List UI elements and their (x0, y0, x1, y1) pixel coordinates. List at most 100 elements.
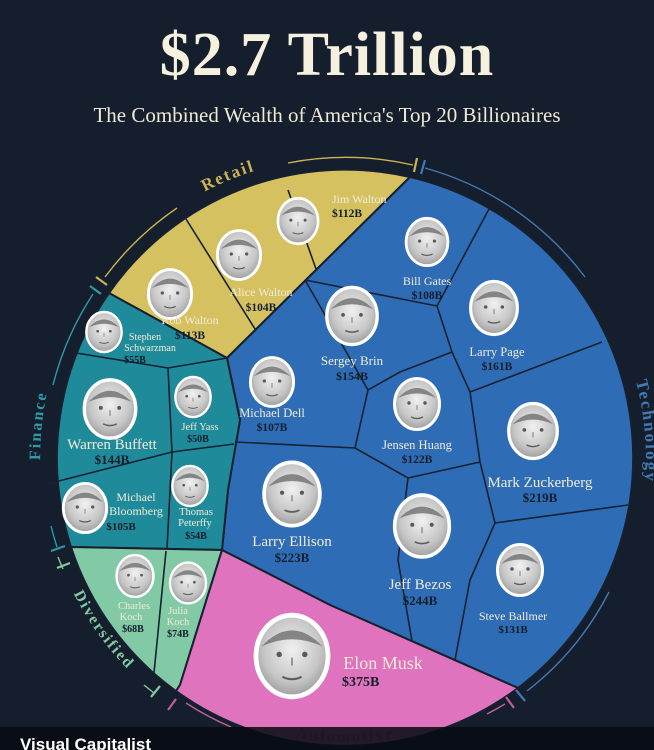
person-name: Koch (167, 617, 190, 628)
person-name: Peterffy (178, 518, 212, 529)
sector-label-technology: Technology (632, 377, 654, 483)
person-name: Koch (120, 612, 143, 623)
portrait-musk-icon (256, 615, 328, 697)
people-layer: Elon Musk $375B Jeff Bezos$244B Larry Ellis… (61, 192, 593, 697)
automotive-arc-tick (167, 696, 515, 711)
cell-borders-diversified (152, 550, 167, 684)
person-worth: $244B (403, 593, 438, 608)
person-worth: $122B (402, 453, 433, 466)
sector-label-finance: Finance (27, 390, 49, 460)
person-worth: $68B (122, 624, 144, 635)
person-worth: $131B (498, 624, 528, 636)
portrait-gates-icon (404, 216, 450, 268)
arc-decorations (50, 156, 610, 728)
person-page: Larry Page$161B (468, 279, 525, 373)
portrait-alice-walton-icon (215, 229, 263, 281)
person-worth: $74B (167, 629, 189, 640)
portrait-julia-koch-icon (168, 561, 208, 605)
person-worth: $105B (106, 521, 136, 533)
person-name: Elon Musk (343, 653, 423, 673)
person-gates: Bill Gates$108B (403, 216, 452, 302)
page-title: $2.7 Trillion (159, 21, 495, 89)
finance-arc-tick (50, 285, 102, 553)
portrait-schwarzman-icon (85, 310, 123, 354)
person-name: Bloomberg (109, 504, 163, 518)
footer-bar: Visual Capitalist (0, 727, 654, 750)
person-name: Jeff Yass (181, 422, 218, 433)
person-name: Larry Page (469, 345, 525, 359)
person-huang: Jensen Huang$122B (382, 377, 453, 466)
footer-brand: Visual Capitalist (20, 735, 152, 750)
person-musk: Elon Musk $375B (256, 615, 423, 697)
person-name: Charles (118, 601, 150, 612)
person-name: Julia (168, 606, 188, 617)
finance-arc-line (50, 293, 94, 548)
technology-arc-line (424, 167, 610, 692)
person-worth: $219B (523, 490, 558, 505)
person-worth: $223B (275, 550, 310, 565)
portrait-jim-walton-icon (276, 196, 320, 246)
person-name: Michael (116, 490, 156, 504)
portrait-bloomberg-icon (61, 481, 109, 535)
person-buffett: Warren Buffett$144B (67, 378, 158, 467)
person-worth: $161B (482, 360, 513, 373)
person-name: Bill Gates (403, 274, 452, 288)
portrait-dell-icon (248, 356, 296, 408)
portrait-yass-icon (174, 375, 212, 419)
person-alice-walton: Alice Walton $104B (215, 229, 293, 314)
retail-arc-line (104, 156, 414, 278)
diversified-arc-tick (56, 561, 161, 698)
portrait-rob-walton-icon (146, 268, 194, 320)
person-worth: $55B (124, 355, 146, 366)
portrait-huang-icon (393, 377, 441, 431)
person-name: Stephen (129, 332, 161, 343)
cell-borders-finance (46, 351, 235, 550)
retail-arc-tick (95, 157, 419, 286)
person-zuckerberg: Mark Zuckerberg$219B (487, 401, 593, 505)
person-name: Schwarzman (124, 343, 176, 354)
person-name: Steve Ballmer (479, 609, 547, 623)
person-worth: $144B (95, 452, 130, 467)
portrait-page-icon (468, 279, 520, 337)
person-name: Thomas (179, 507, 213, 518)
person-worth: $54B (185, 531, 207, 542)
svg-text:Finance: Finance (27, 390, 51, 460)
portrait-zuckerberg-icon (507, 401, 559, 461)
person-name: Jim Walton (332, 192, 386, 206)
portrait-brin-icon (325, 285, 379, 347)
portrait-ballmer-icon (496, 543, 544, 597)
person-worth: $50B (187, 434, 209, 445)
portrait-peterffy-icon (171, 464, 209, 508)
person-worth: $108B (412, 289, 443, 302)
portrait-bezos-icon (392, 493, 452, 559)
person-worth: $104B (246, 301, 277, 314)
page-subtitle: The Combined Wealth of America's Top 20 … (93, 103, 561, 127)
person-dell: Michael Dell$107B (239, 356, 305, 434)
person-rob-walton: Rob Walton $113B (146, 268, 219, 342)
person-worth: $375B (342, 675, 379, 690)
person-worth: $107B (257, 421, 288, 434)
cell-borders-technology (234, 208, 629, 661)
person-name: Jeff Bezos (389, 577, 452, 593)
portrait-charles-koch-icon (115, 553, 155, 599)
portrait-buffett-icon (82, 378, 138, 440)
person-name: Larry Ellison (252, 534, 332, 550)
person-name: Michael Dell (239, 406, 305, 420)
person-jim-walton: Jim Walton$112B (276, 192, 386, 246)
portrait-ellison-icon (262, 460, 322, 528)
automotive-arc-line (185, 702, 506, 728)
person-brin: Sergey Brin$154B (321, 285, 384, 383)
person-worth: $154B (336, 369, 368, 383)
person-yass: Jeff Yass$50B (174, 375, 219, 445)
person-worth: $112B (332, 207, 362, 220)
person-bezos: Jeff Bezos$244B (389, 493, 452, 608)
person-name: Alice Walton (229, 285, 292, 299)
technology-arc-tick (419, 159, 526, 702)
person-name: Warren Buffett (67, 437, 158, 453)
person-name: Mark Zuckerberg (487, 475, 593, 491)
person-ballmer: Steve Ballmer$131B (479, 543, 547, 636)
svg-text:Technology: Technology (632, 377, 654, 483)
